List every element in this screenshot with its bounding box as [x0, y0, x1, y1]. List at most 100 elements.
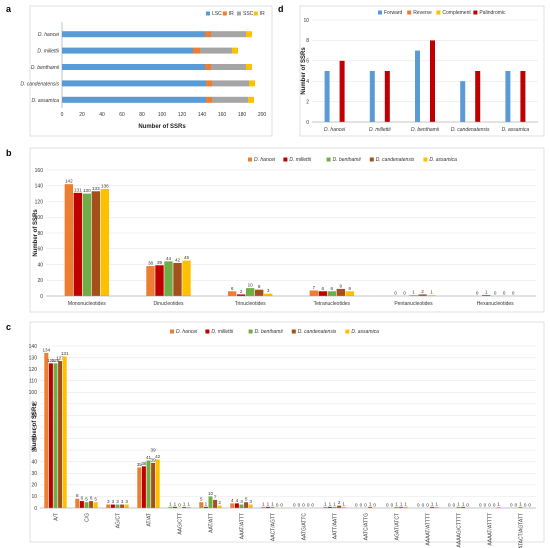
chart-d-legend-label: Forward: [384, 10, 403, 16]
chart-c-data-label: 35: [137, 462, 143, 467]
chart-c-bar: [261, 506, 266, 508]
chart-d-bar: [475, 71, 481, 122]
panel-letter-a: a: [6, 4, 12, 14]
chart-c-bar: [84, 502, 89, 508]
chart-c-bar: [244, 502, 249, 508]
chart-c-bar: [137, 467, 142, 508]
chart-d-category-label: D. millettii: [369, 127, 392, 133]
chart-c-legend-label: D. candenatensis: [298, 329, 337, 335]
chart-c-data-label: 7: [214, 494, 217, 499]
chart-b-y-tick-label: 140: [35, 184, 44, 190]
chart-a-bar-segment: [212, 80, 249, 87]
chart-c-bar: [186, 506, 191, 508]
chart-a-bar-segment: [211, 64, 246, 70]
chart-c-bar: [93, 502, 98, 508]
chart-b-y-tick-label: 120: [35, 199, 44, 205]
chart-a-x-tick-label: 60: [119, 112, 125, 118]
chart-a-x-axis-title: Number of SSRs: [138, 124, 186, 130]
chart-c-legend-swatch: [291, 329, 296, 334]
chart-b-y-axis-title: Number of SSRs: [33, 209, 39, 257]
chart-a: 0 20 40 60 80 100 120 140 160 180 200 D. hancei D. m…: [20, 11, 266, 130]
chart-b-bar: [100, 188, 110, 296]
chart-d-legend-swatch: [473, 10, 478, 15]
chart-c-bar: [53, 363, 58, 508]
chart-c-bar: [399, 506, 404, 508]
chart-c-data-label: 0: [364, 503, 367, 508]
chart-d-legend-swatch: [407, 10, 412, 15]
chart-c-data-label: 0: [448, 503, 451, 508]
chart-b-category-label: Mononucleotides: [68, 301, 106, 307]
chart-c-y-axis-title: Number of SSRs: [32, 403, 38, 451]
chart-c-data-label: 1: [205, 501, 208, 506]
chart-b-bar: [481, 295, 491, 296]
chart-c-data-label: 1: [395, 501, 398, 506]
chart-b-bar: [245, 288, 255, 296]
chart-b-legend-label: D. millettii: [289, 157, 312, 163]
chart-c-data-label: 0: [493, 503, 496, 508]
chart-c-data-label: 3: [249, 499, 252, 504]
chart-c-y-tick-label: 100: [29, 390, 38, 396]
chart-b-data-label: 0: [512, 291, 515, 296]
chart-d-y-axis-title: Number of SSRs: [301, 47, 307, 95]
chart-b-bar: [427, 295, 436, 296]
chart-c-bar: [182, 506, 187, 508]
chart-a-legend-label: SSC: [243, 11, 254, 17]
chart-d: 0 2 4 6 8 10 D. hancei D. millettii D. benthamii…: [301, 10, 538, 133]
chart-c-data-label: 4: [236, 498, 239, 503]
chart-c-data-label: 36: [141, 461, 147, 466]
chart-c-bar: [239, 504, 244, 508]
chart-b-y-tick-label: 80: [37, 231, 43, 237]
chart-d-bar: [339, 60, 345, 122]
chart-b-y-tick-label: 60: [37, 247, 43, 253]
chart-d-bar: [324, 71, 330, 122]
chart-b-data-label: 7: [313, 285, 316, 290]
chart-b-bar: [64, 184, 74, 296]
chart-b-bar: [254, 289, 264, 296]
chart-a-legend-label: LSC: [212, 11, 222, 17]
chart-a-bar-segment: [62, 80, 206, 87]
chart-b-data-label: 130: [83, 188, 91, 193]
chart-b-data-label: 0: [503, 291, 506, 296]
chart-b-bar: [263, 293, 273, 296]
panel-letter-d: d: [278, 4, 284, 14]
chart-c-data-label: 42: [155, 454, 161, 459]
chart-c-data-label: 127: [56, 356, 64, 361]
chart-c-data-label: 3: [107, 499, 110, 504]
chart-c-bar: [58, 361, 63, 508]
chart-c-category-label: AAAAT/ATTTT: [488, 513, 494, 546]
chart-c-data-label: 3: [116, 499, 119, 504]
chart-b-legend-swatch: [248, 157, 252, 162]
chart-c-y-tick-label: 60: [31, 436, 37, 442]
chart-d-y-tick-label: 2: [306, 99, 309, 105]
chart-c-legend-swatch: [170, 329, 174, 334]
chart-c-legend-swatch: [345, 329, 350, 334]
chart-c-data-label: 3: [125, 499, 128, 504]
chart-b-bar: [91, 191, 101, 296]
chart-c-data-label: 1: [400, 501, 403, 506]
chart-c-bar: [44, 352, 49, 508]
chart-b-y-tick-label: 0: [40, 294, 43, 300]
chart-b-bar: [146, 266, 155, 296]
chart-c-category-label: AAAAT/ATTTT: [426, 513, 432, 546]
panel-b-frame: [29, 147, 545, 313]
chart-a-bar-segment: [232, 47, 238, 54]
chart-a-bar-segment: [206, 96, 212, 103]
chart-c-data-label: 0: [466, 503, 469, 508]
chart-b-data-label: 42: [175, 257, 181, 262]
chart-c-data-label: 0: [453, 503, 456, 508]
chart-c-bar: [146, 460, 151, 508]
chart-c-bar: [337, 505, 342, 508]
chart-c-data-label: 0: [373, 503, 376, 508]
chart-d-bar: [384, 71, 390, 122]
chart-c-data-label: 0: [276, 503, 279, 508]
chart-a-category-label: D. millettii: [37, 49, 60, 55]
chart-c-y-tick-label: 20: [31, 483, 37, 489]
chart-a-legend-label: IR: [260, 11, 265, 17]
chart-b-data-label: 44: [166, 256, 172, 261]
chart-c-bar: [79, 501, 84, 508]
chart-b-legend-label: D. benthamii: [333, 157, 362, 163]
chart-b-data-label: 6: [331, 286, 334, 291]
chart-b-bar: [418, 294, 427, 296]
